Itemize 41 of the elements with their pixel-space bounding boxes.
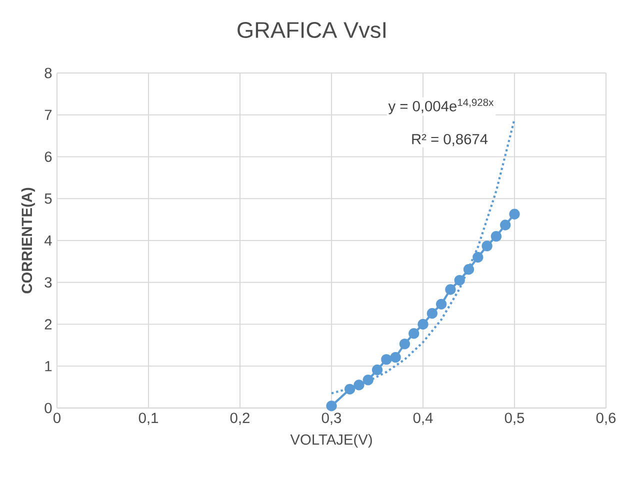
x-tick-label: 0,4 <box>413 412 433 425</box>
point <box>509 208 520 220</box>
y-tick-label: 3 <box>44 277 52 288</box>
point <box>463 264 474 275</box>
point <box>354 380 364 390</box>
point <box>390 352 401 363</box>
y-tick-label: 6 <box>44 152 52 162</box>
point <box>472 252 484 263</box>
x-tick-label: 0,2 <box>230 412 250 425</box>
point <box>381 354 392 365</box>
y-tick-label: 1 <box>45 361 52 372</box>
point <box>490 230 502 242</box>
x-tick-label: 0 <box>53 412 60 424</box>
point <box>436 298 447 310</box>
x-tick-label: 0,6 <box>596 412 616 425</box>
point <box>418 318 428 330</box>
y-tick-label: 4 <box>44 235 52 246</box>
x-tick-label: 0,1 <box>138 412 158 425</box>
annotation: y = 0,004e$^{14,928x}$ <box>388 98 494 114</box>
point <box>454 274 465 286</box>
y-tick-label: 0 <box>44 402 52 414</box>
point <box>344 384 356 394</box>
point <box>426 308 438 319</box>
point <box>399 338 410 350</box>
y-tick-label: 5 <box>44 194 52 204</box>
point <box>445 284 456 295</box>
point <box>372 364 383 376</box>
y-tick-label: 8 <box>44 68 52 78</box>
x-tick-label: 0,5 <box>504 412 524 425</box>
x-tick-label: 0,3 <box>322 412 342 425</box>
chart-title: GRAFICA VvsI <box>238 22 386 38</box>
point <box>482 240 492 252</box>
point <box>326 400 337 412</box>
annotation: R² = 0,8674 <box>412 134 488 146</box>
x-axis-title: VOLTAJE(V) <box>290 434 372 448</box>
point <box>362 374 374 386</box>
y-axis-title: CORRIENTE(A) <box>21 188 35 294</box>
y-tick-label: 7 <box>44 110 52 120</box>
point <box>500 220 511 230</box>
y-tick-label: 2 <box>44 319 52 330</box>
point <box>408 328 420 339</box>
